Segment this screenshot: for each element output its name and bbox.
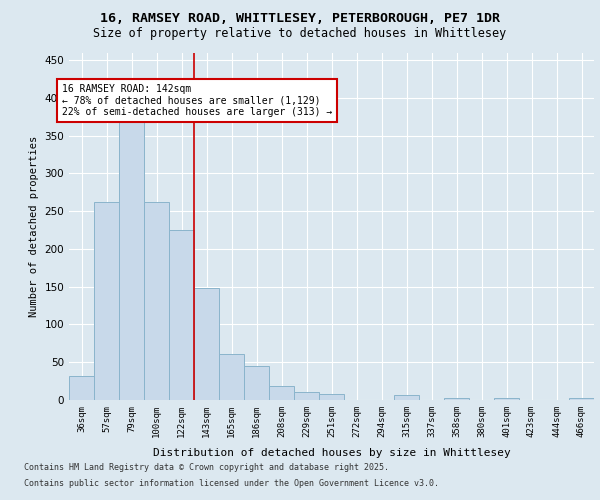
Bar bbox=[569, 398, 594, 400]
Bar bbox=[269, 386, 294, 400]
Bar bbox=[219, 354, 244, 400]
Bar bbox=[169, 230, 194, 400]
Text: 16 RAMSEY ROAD: 142sqm
← 78% of detached houses are smaller (1,129)
22% of semi-: 16 RAMSEY ROAD: 142sqm ← 78% of detached… bbox=[62, 84, 332, 117]
Text: Size of property relative to detached houses in Whittlesey: Size of property relative to detached ho… bbox=[94, 28, 506, 40]
Bar bbox=[319, 394, 344, 400]
Text: 16, RAMSEY ROAD, WHITTLESEY, PETERBOROUGH, PE7 1DR: 16, RAMSEY ROAD, WHITTLESEY, PETERBOROUG… bbox=[100, 12, 500, 26]
Bar bbox=[494, 398, 519, 400]
Bar bbox=[294, 392, 319, 400]
Text: Contains public sector information licensed under the Open Government Licence v3: Contains public sector information licen… bbox=[24, 478, 439, 488]
Bar bbox=[144, 202, 169, 400]
X-axis label: Distribution of detached houses by size in Whittlesey: Distribution of detached houses by size … bbox=[152, 448, 511, 458]
Bar bbox=[244, 366, 269, 400]
Bar bbox=[69, 376, 94, 400]
Bar bbox=[94, 202, 119, 400]
Text: Contains HM Land Registry data © Crown copyright and database right 2025.: Contains HM Land Registry data © Crown c… bbox=[24, 464, 389, 472]
Y-axis label: Number of detached properties: Number of detached properties bbox=[29, 136, 39, 317]
Bar bbox=[444, 398, 469, 400]
Bar bbox=[394, 396, 419, 400]
Bar bbox=[119, 122, 144, 400]
Bar bbox=[194, 288, 219, 400]
